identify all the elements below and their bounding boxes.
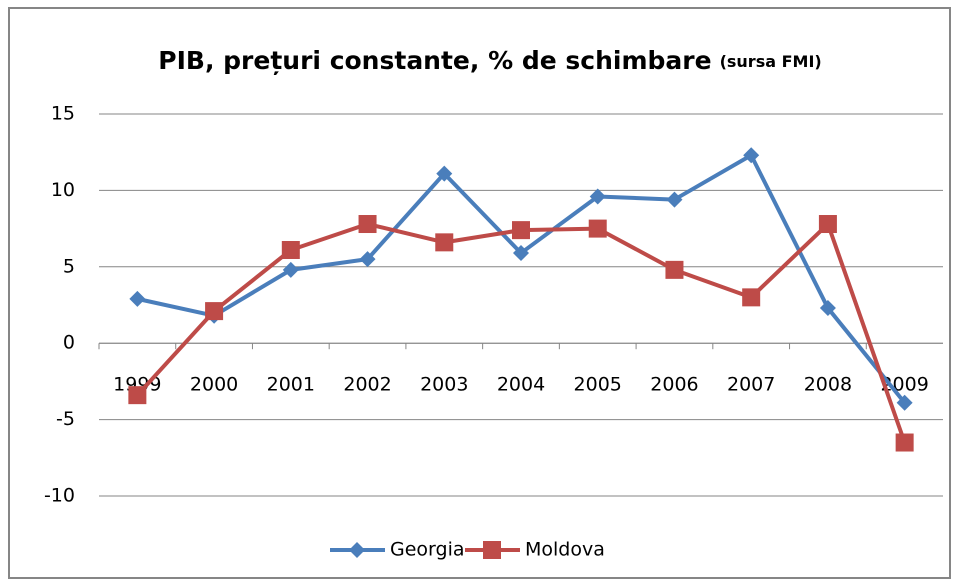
y-tick-label: 0 [63,332,75,354]
marker [743,147,760,164]
marker [359,251,376,268]
marker [281,240,300,259]
marker [819,300,836,317]
marker [588,219,607,238]
x-tick-label: 2008 [804,374,852,396]
x-tick-label: 2000 [190,374,238,396]
x-tick-label: 2001 [267,374,315,396]
marker [205,302,224,321]
legend-label: Moldova [525,539,605,561]
marker [349,542,365,558]
y-tick-label: 15 [51,103,75,125]
marker [129,290,146,307]
marker [435,233,454,252]
x-tick-label: 2006 [650,374,698,396]
marker [128,386,147,405]
marker [665,260,684,279]
legend-label: Georgia [390,539,465,561]
marker [666,191,683,208]
x-tick-label: 2007 [727,374,775,396]
chart-subtitle: (sursa FMI) [720,52,822,71]
chart-heading: PIB, prețuri constante, % de schimbare (s… [158,46,821,75]
marker [282,261,299,278]
marker [742,288,761,307]
marker [895,433,914,452]
y-tick-label: 5 [63,255,75,277]
x-tick-label: 2004 [497,374,545,396]
marker [818,215,837,234]
y-tick-label: -5 [56,408,75,430]
marker [483,541,501,559]
marker [589,188,606,205]
marker [436,165,453,182]
marker [358,215,377,234]
y-tick-label: 10 [51,179,75,201]
marker [512,221,530,240]
x-tick-label: 2003 [420,374,468,396]
y-tick-label: -10 [44,485,75,507]
chart-border [8,7,951,579]
marker [513,245,529,262]
x-tick-label: 2002 [343,374,391,396]
marker [896,394,913,411]
chart-title: PIB, prețuri constante, % de schimbare [158,46,711,75]
x-tick-label: 2005 [574,374,622,396]
